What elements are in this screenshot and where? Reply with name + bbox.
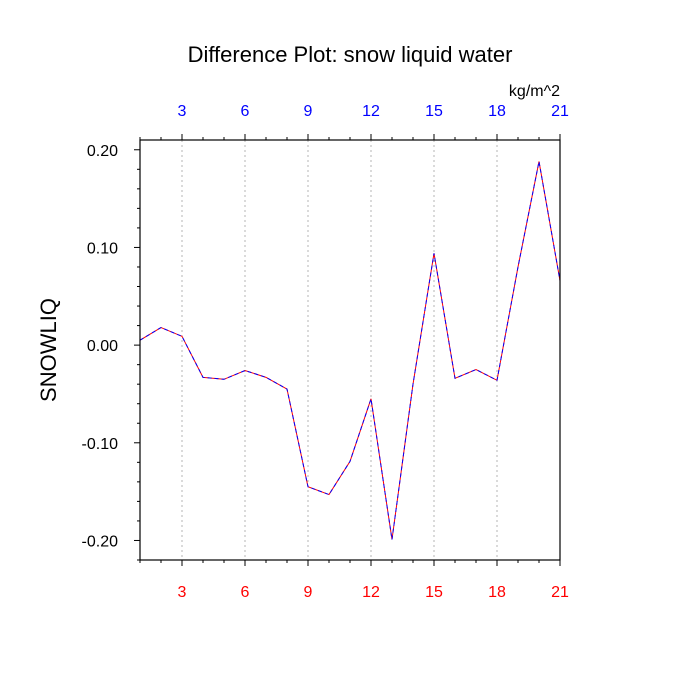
label-layer: 3 3 6 6 9 9 12 12 15 15 18 18 21 21 -0.20 -0.10 0.00 0.10… (82, 103, 569, 601)
tick-layer (134, 134, 561, 566)
x-tick-label-top: 9 (304, 103, 313, 120)
x-tick-label-top: 21 (551, 103, 569, 120)
series-layer (139, 161, 561, 540)
x-tick-label-bottom: 15 (425, 584, 443, 601)
x-tick-label-bottom: 18 (488, 584, 506, 601)
series-line-blue (139, 161, 561, 540)
plot-frame (139, 139, 561, 561)
x-tick-label-top: 6 (241, 103, 250, 120)
x-tick-label-bottom: 3 (178, 584, 187, 601)
x-tick-label-bottom: 6 (241, 584, 250, 601)
y-tick-label: 0.10 (87, 240, 118, 257)
x-tick-label-top: 12 (362, 103, 380, 120)
y-tick-label: -0.20 (82, 533, 119, 550)
units-label: kg/m^2 (509, 83, 560, 100)
x-tick-label-top: 15 (425, 103, 443, 120)
x-tick-label-top: 18 (488, 103, 506, 120)
y-tick-label: 0.00 (87, 338, 118, 355)
x-tick-label-bottom: 9 (304, 584, 313, 601)
y-tick-label: 0.20 (87, 143, 118, 160)
y-axis-label: SNOWLIQ (36, 298, 61, 402)
x-tick-label-top: 3 (178, 103, 187, 120)
chart-title: Difference Plot: snow liquid water (188, 42, 513, 67)
x-tick-label-bottom: 12 (362, 584, 380, 601)
x-tick-label-bottom: 21 (551, 584, 569, 601)
grid-layer (181, 140, 498, 560)
y-tick-label: -0.10 (82, 436, 119, 453)
